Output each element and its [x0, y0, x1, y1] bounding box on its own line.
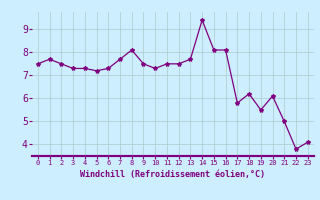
X-axis label: Windchill (Refroidissement éolien,°C): Windchill (Refroidissement éolien,°C): [80, 170, 265, 179]
